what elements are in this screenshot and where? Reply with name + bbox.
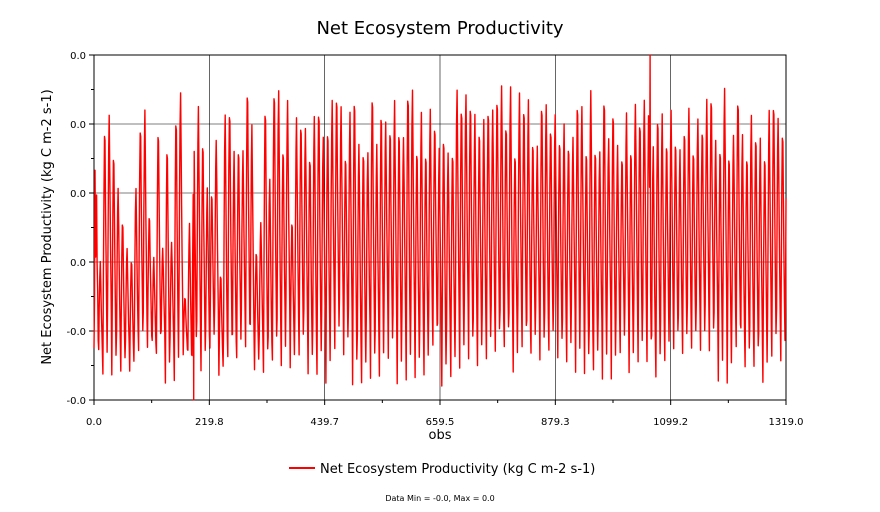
y-tick-label: 0.0	[70, 189, 86, 200]
series-group	[93, 54, 787, 401]
y-tick-label: 0.0	[70, 258, 86, 269]
x-axis-label: obs	[429, 428, 452, 443]
series-line	[93, 54, 787, 401]
x-tick-label: 219.8	[195, 417, 224, 428]
data-range-note: Data Min = -0.0, Max = 0.0	[385, 494, 494, 503]
chart-title: Net Ecosystem Productivity	[316, 18, 563, 39]
x-tick-label: 659.5	[426, 417, 455, 428]
y-axis-label: Net Ecosystem Productivity (kg C m-2 s-1…	[40, 89, 55, 364]
y-tick-label: -0.0	[66, 327, 86, 338]
axis-ticks: 0.0 219.8 439.7 659.5 879.3 1099.2 1319.0 0.0 0.…	[66, 51, 803, 428]
y-tick-label: 0.0	[70, 120, 86, 131]
x-tick-label: 0.0	[86, 417, 102, 428]
x-tick-label: 879.3	[541, 417, 570, 428]
legend-label: Net Ecosystem Productivity (kg C m-2 s-1…	[320, 462, 595, 477]
x-tick-label: 439.7	[310, 417, 339, 428]
y-tick-label: 0.0	[70, 51, 86, 62]
x-tick-label: 1099.2	[653, 417, 688, 428]
legend: Net Ecosystem Productivity (kg C m-2 s-1…	[289, 462, 595, 477]
y-tick-label: -0.0	[66, 396, 86, 407]
x-tick-label: 1319.0	[769, 417, 804, 428]
